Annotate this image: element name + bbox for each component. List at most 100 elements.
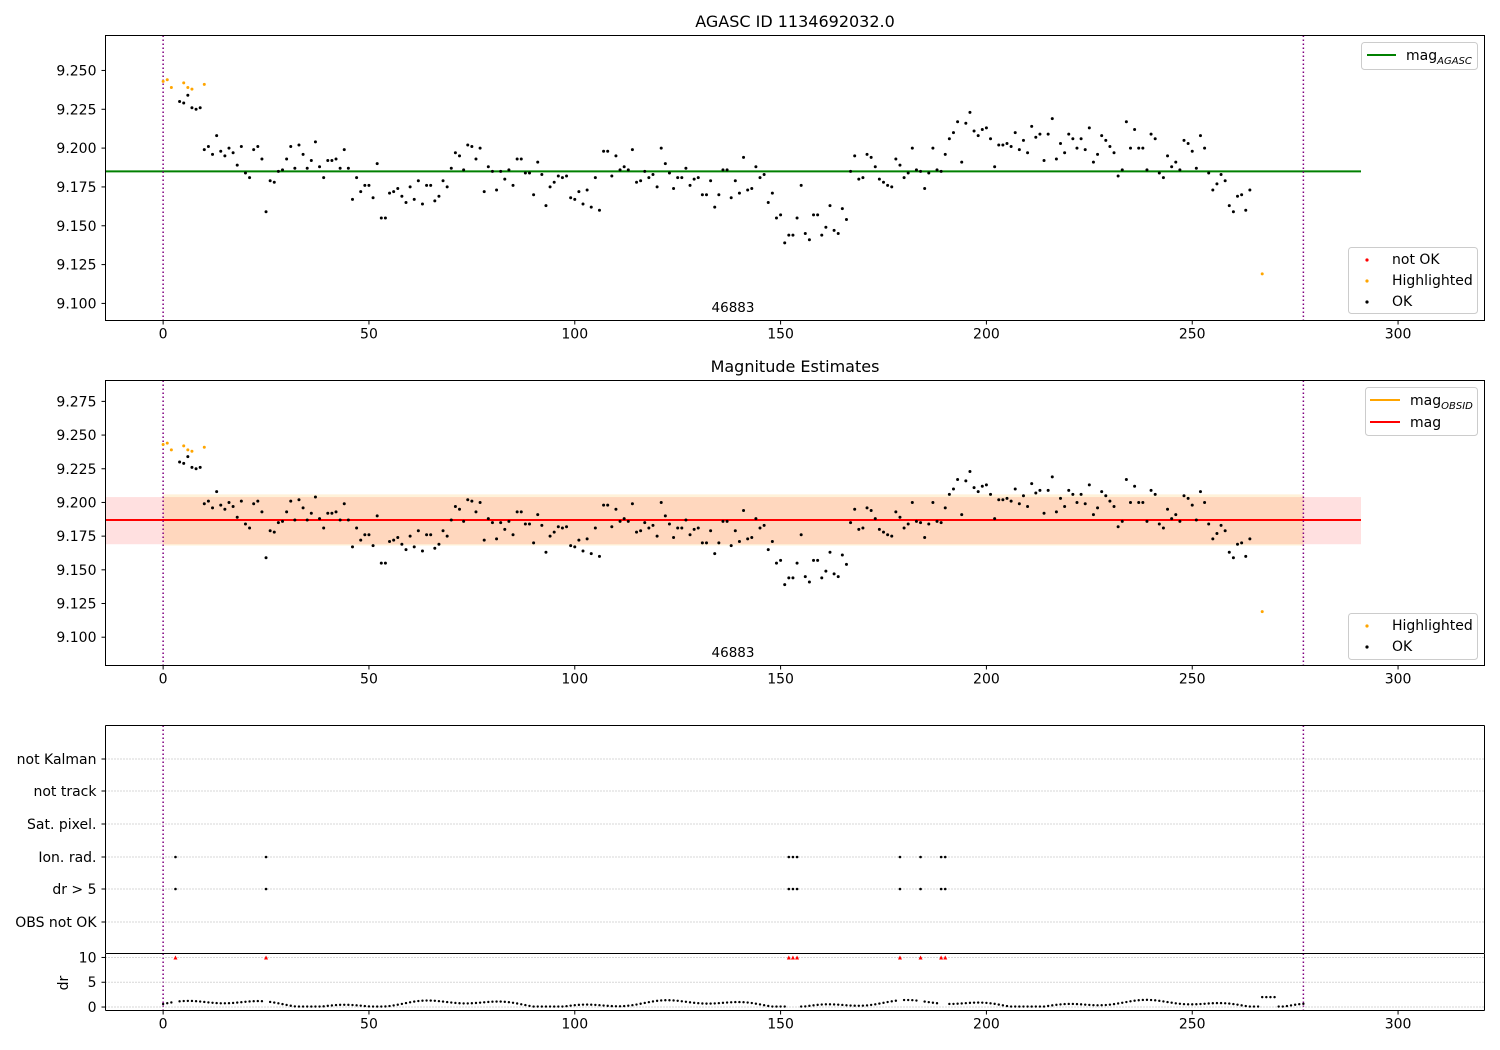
ok-point <box>1153 492 1157 496</box>
ok-point <box>882 530 886 534</box>
dr-point <box>1195 1003 1198 1006</box>
ok-point <box>700 541 704 545</box>
ok-point <box>626 519 630 523</box>
ok-point <box>877 527 881 531</box>
dr-point <box>1104 1003 1107 1007</box>
ok-point <box>420 202 424 206</box>
y-tick-label: 9.125 <box>56 258 96 274</box>
dr-point <box>1026 1005 1029 1008</box>
dr-point <box>590 1003 593 1006</box>
dr-point <box>1030 1005 1033 1008</box>
dr-point <box>832 1003 836 1006</box>
ok-point <box>836 575 840 579</box>
dr-point <box>935 1002 939 1005</box>
ok-point <box>840 553 844 557</box>
dr-point <box>1248 1005 1252 1008</box>
ok-point <box>602 149 606 153</box>
ok-point <box>346 166 350 170</box>
ok-point <box>556 174 560 178</box>
dr-point <box>754 1002 758 1005</box>
ok-point <box>334 510 338 514</box>
dr-point <box>1046 1004 1050 1008</box>
ok-point <box>462 519 466 523</box>
ok-point <box>313 495 317 499</box>
ok-point <box>1186 141 1190 145</box>
dr-point <box>573 1004 576 1007</box>
legend-marker-highlighted <box>1365 279 1369 283</box>
ok-point <box>326 511 330 515</box>
ok-point <box>243 522 247 526</box>
ok-point <box>746 188 750 192</box>
y-tick-label: 9.100 <box>56 630 96 646</box>
highlighted-point <box>169 448 173 452</box>
ok-point <box>206 145 210 149</box>
ok-point <box>865 506 869 510</box>
dr-point <box>1092 1003 1095 1007</box>
ok-point <box>993 165 997 169</box>
ok-point <box>425 183 429 187</box>
ok-point <box>507 519 511 523</box>
ok-point <box>1128 146 1132 150</box>
dr-point <box>1207 1002 1210 1005</box>
ok-point <box>1240 193 1244 197</box>
dr-point <box>923 1000 926 1003</box>
ok-point <box>589 205 593 209</box>
dr-point <box>1009 1005 1013 1008</box>
x-tick-label: 200 <box>973 672 1000 688</box>
ok-point <box>737 191 741 195</box>
ok-point <box>1211 537 1215 541</box>
ok-point <box>1207 522 1211 526</box>
dr-point <box>1261 995 1264 999</box>
ok-point <box>873 517 877 521</box>
dr-point <box>688 1001 692 1004</box>
dr-clipped-marker <box>264 955 269 960</box>
ok-point <box>1236 542 1240 546</box>
plot-area <box>105 725 1485 1011</box>
dr-point <box>585 1003 589 1006</box>
y-axis: 9.100 9.125 9.150 9.175 9.200 9.225 9.250 9.275 <box>56 394 106 646</box>
dr-point <box>960 1002 963 1005</box>
ok-point <box>1104 138 1108 142</box>
ok-point <box>1071 137 1075 141</box>
ok-point <box>840 207 844 211</box>
dr-point <box>503 1000 506 1004</box>
ok-point <box>194 467 198 471</box>
dr-point <box>1223 1002 1227 1005</box>
ok-point <box>622 165 626 169</box>
ok-point <box>416 179 420 183</box>
ok-point <box>1166 154 1170 158</box>
ok-point <box>495 188 499 192</box>
ok-point <box>667 522 671 526</box>
ok-point <box>400 542 404 546</box>
dr-point <box>528 1004 531 1008</box>
legend-marker-ok <box>1365 645 1369 649</box>
ok-point <box>914 519 918 523</box>
ok-point <box>663 514 667 518</box>
highlighted-point <box>190 449 194 453</box>
ok-point <box>1104 494 1108 498</box>
ok-point <box>178 460 182 464</box>
dr-point <box>1252 1005 1256 1008</box>
ok-point <box>190 465 194 469</box>
ok-point <box>404 200 408 204</box>
ok-point <box>597 554 601 558</box>
dr-point <box>981 1001 984 1004</box>
dr-point <box>1038 1005 1042 1008</box>
ok-point <box>1178 168 1182 172</box>
y-tick-label: 0 <box>88 1000 97 1016</box>
ok-point <box>688 533 692 537</box>
ok-point <box>1017 148 1021 152</box>
ok-point <box>268 529 272 533</box>
plot-area <box>105 955 1485 1008</box>
ok-point <box>1203 500 1207 504</box>
ok-point <box>997 143 1001 147</box>
dr-point <box>363 1004 367 1008</box>
ok-point <box>857 527 861 531</box>
ok-point <box>569 196 573 200</box>
ok-point <box>709 179 713 183</box>
ok-point <box>886 533 890 537</box>
ok-point <box>1054 510 1058 514</box>
ok-point <box>396 186 400 190</box>
legend-marker-highlighted <box>1365 624 1369 628</box>
dr-point <box>1182 1002 1186 1006</box>
